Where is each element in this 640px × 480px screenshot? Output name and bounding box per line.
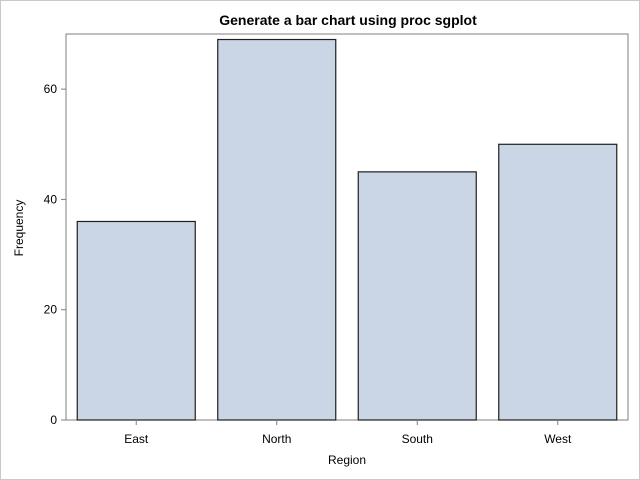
y-axis: 0 20 40 60 [44, 82, 66, 427]
x-tick-label: South [402, 432, 433, 446]
y-tick-label: 20 [44, 303, 58, 317]
bar-north [217, 38, 337, 421]
y-tick-label: 60 [44, 82, 58, 96]
bar-west [498, 143, 618, 421]
x-tick-label: East [124, 432, 149, 446]
x-axis: East North South West [124, 420, 572, 446]
bars-layer [76, 38, 618, 421]
chart-title: Generate a bar chart using proc sgplot [219, 12, 477, 28]
bar-south [357, 171, 477, 421]
y-tick-label: 40 [44, 192, 58, 206]
y-tick-label: 0 [50, 413, 57, 427]
x-axis-label: Region [328, 453, 366, 467]
bar-east [76, 220, 196, 421]
plot-area [65, 33, 629, 421]
x-tick-label: North [262, 432, 291, 446]
y-axis-label: Frequency [12, 200, 26, 257]
x-tick-label: West [544, 432, 572, 446]
